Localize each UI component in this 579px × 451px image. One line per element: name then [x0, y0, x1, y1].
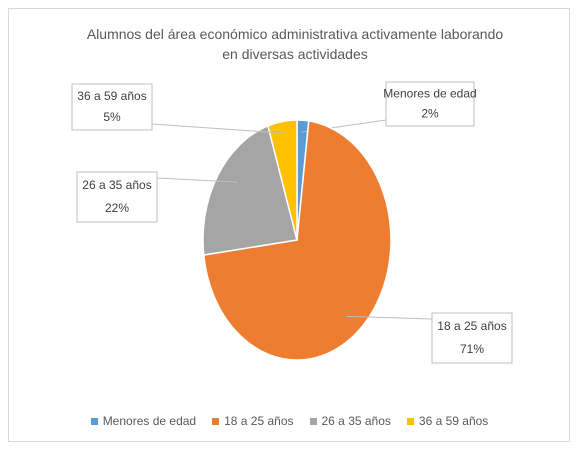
data-label-value: 5% [103, 110, 121, 124]
data-label-box [76, 171, 158, 223]
data-label-box [71, 83, 153, 131]
data-label-value: 2% [421, 107, 439, 121]
legend-label: 36 a 59 años [418, 414, 489, 428]
legend-label: 18 a 25 años [224, 414, 294, 428]
data-label-box [385, 81, 475, 127]
data-label-name: 26 a 35 años [82, 178, 151, 192]
data-label-value: 71% [460, 342, 484, 356]
data-label-value: 22% [105, 201, 129, 215]
data-label-name: 18 a 25 años [437, 319, 506, 333]
legend: Menores de edad 18 a 25 años 26 a 35 años 3… [0, 414, 579, 428]
legend-item: 36 a 59 años [406, 414, 489, 428]
data-label-name: 36 a 59 años [77, 89, 146, 103]
data-label-box [431, 312, 513, 364]
legend-item: Menores de edad [90, 414, 197, 428]
legend-swatch [90, 417, 98, 425]
pie-slice [267, 119, 298, 241]
leader-line [151, 123, 287, 134]
legend-item: 26 a 35 años [309, 414, 391, 428]
leader-line [156, 177, 238, 183]
chart-frame [8, 8, 570, 442]
pie-slice [202, 124, 298, 256]
legend-item: 18 a 25 años [212, 414, 294, 428]
legend-swatch [309, 417, 317, 425]
legend-label: Menores de edad [102, 414, 197, 428]
leader-line [346, 315, 433, 320]
legend-swatch [212, 417, 220, 425]
data-label-name: Menores de edad [383, 86, 476, 100]
chart-title: Alumnos del área económico administrativ… [86, 26, 504, 62]
legend-label: 26 a 35 años [321, 414, 391, 428]
legend-swatch [406, 417, 414, 425]
